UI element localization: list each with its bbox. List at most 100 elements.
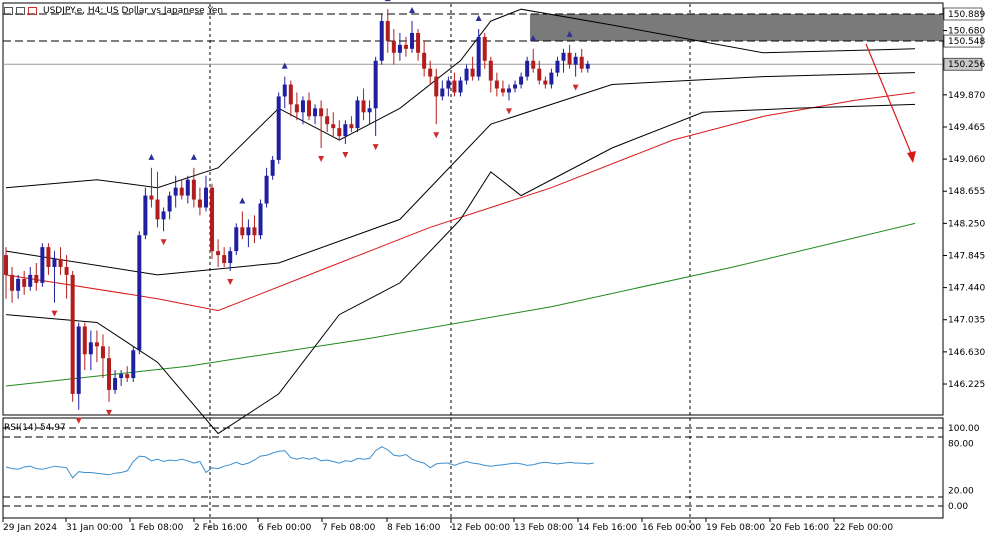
candle	[519, 72, 524, 89]
candle-body	[70, 274, 75, 394]
candle-body	[416, 32, 421, 53]
candle-body	[513, 84, 518, 89]
candle-body	[403, 44, 408, 49]
candle-body	[173, 187, 178, 196]
candle	[300, 96, 305, 125]
candle	[191, 167, 196, 208]
candle-body	[125, 374, 130, 379]
chart-window-icon[interactable]	[4, 7, 13, 15]
candle-body	[446, 80, 451, 89]
candle	[240, 211, 245, 240]
fractal-up-icon	[475, 14, 482, 21]
candle-body	[307, 100, 311, 117]
candle-body	[216, 251, 221, 256]
candle	[579, 48, 584, 73]
candle-body	[428, 68, 433, 77]
candle-body	[519, 76, 524, 85]
candle	[391, 28, 396, 65]
candle	[210, 183, 215, 260]
candle-body	[537, 68, 542, 81]
price-label: 146.225	[948, 380, 985, 390]
candle	[561, 48, 566, 73]
fractal-down-icon	[572, 84, 579, 91]
time-label: 7 Feb 08:00	[322, 523, 376, 533]
time-label: 20 Feb 16:00	[770, 523, 829, 533]
candle-body	[270, 159, 275, 176]
candle	[28, 266, 33, 291]
candle	[349, 116, 354, 133]
bollinger-middle-band	[5, 72, 916, 276]
candle-body	[555, 60, 560, 73]
candle-body	[40, 247, 45, 283]
time-label: 13 Feb 08:00	[514, 523, 573, 533]
candle-body	[325, 116, 330, 125]
candle	[513, 80, 518, 93]
fractal-down-icon	[227, 278, 234, 285]
candle	[476, 28, 481, 81]
price-label: 150.548	[948, 37, 985, 47]
candle	[22, 270, 27, 295]
fractal-down-icon	[160, 239, 167, 246]
candle-body	[161, 211, 166, 220]
time-label: 14 Feb 16:00	[578, 523, 637, 533]
candle-body	[52, 259, 57, 267]
candle	[64, 255, 69, 299]
fractal-arrows	[51, 0, 579, 424]
candle-body	[137, 235, 142, 351]
price-tag	[943, 57, 983, 71]
fractal-down-icon	[75, 417, 82, 424]
fractal-down-icon	[342, 152, 349, 159]
candle-body	[567, 52, 572, 65]
time-label: 2 Feb 16:00	[194, 523, 248, 533]
candle	[222, 247, 227, 267]
candle-body	[252, 227, 257, 236]
candle	[294, 92, 299, 121]
rsi-axis-label: 0.00	[948, 502, 968, 512]
candle	[537, 60, 542, 85]
chart-type-icon[interactable]	[16, 7, 25, 15]
price-label: 150.680	[948, 27, 985, 37]
time-label: 16 Feb 00:00	[642, 523, 701, 533]
candle	[107, 346, 112, 402]
rsi-axis-label: 100.00	[948, 424, 980, 434]
time-label: 8 Feb 16:00	[387, 523, 441, 533]
candle-body	[64, 266, 69, 275]
candle-body	[264, 175, 269, 204]
candle	[82, 322, 87, 371]
candle	[46, 243, 51, 275]
candle	[543, 76, 548, 89]
candle-body	[210, 187, 215, 252]
candle	[331, 112, 336, 137]
price-label: 149.060	[948, 155, 985, 165]
candle	[161, 207, 166, 232]
candle-body	[258, 203, 263, 236]
candle	[137, 231, 142, 355]
candle-body	[100, 346, 105, 359]
candle	[313, 104, 318, 125]
price-label: 147.845	[948, 251, 985, 261]
candle	[482, 32, 487, 69]
candle-body	[155, 199, 160, 220]
forecast-arrow	[865, 43, 914, 159]
price-label: 149.465	[948, 123, 985, 133]
price-tag	[943, 7, 983, 21]
candle-body	[107, 358, 112, 390]
moving-average-fast	[5, 92, 916, 312]
fractal-up-icon	[384, 0, 391, 2]
candle	[149, 167, 154, 208]
candle	[446, 76, 451, 97]
fractal-down-icon	[505, 108, 512, 115]
rsi-axis-label: 80.00	[948, 440, 974, 450]
candle-body	[434, 76, 439, 97]
candle-body	[543, 80, 548, 85]
price-label: 150.889	[948, 10, 985, 20]
candle-body	[410, 32, 415, 49]
rsi-plot-area	[2, 417, 944, 519]
chart-close-icon[interactable]	[28, 7, 37, 15]
candle-body	[179, 187, 184, 196]
candle-body	[113, 378, 118, 390]
time-label: 6 Feb 00:00	[258, 523, 312, 533]
candle-body	[349, 124, 354, 129]
rsi-label: RSI(14) 54.97	[4, 423, 66, 433]
